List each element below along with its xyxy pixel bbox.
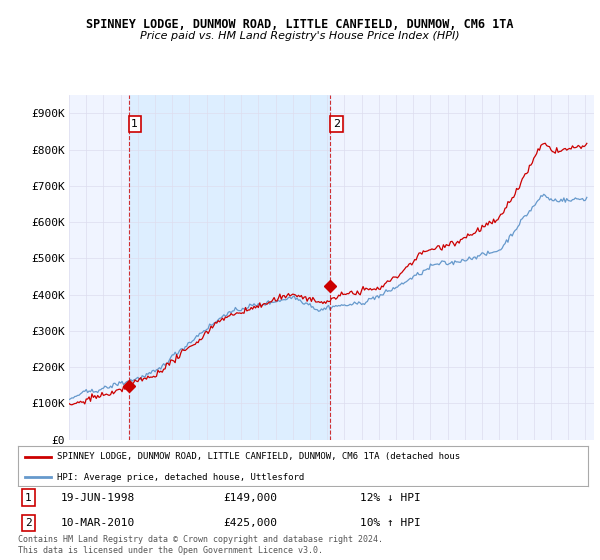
Text: £425,000: £425,000 [223, 518, 277, 528]
Text: SPINNEY LODGE, DUNMOW ROAD, LITTLE CANFIELD, DUNMOW, CM6 1TA (detached hous: SPINNEY LODGE, DUNMOW ROAD, LITTLE CANFI… [57, 452, 460, 461]
Text: SPINNEY LODGE, DUNMOW ROAD, LITTLE CANFIELD, DUNMOW, CM6 1TA: SPINNEY LODGE, DUNMOW ROAD, LITTLE CANFI… [86, 18, 514, 31]
Text: 2: 2 [25, 518, 32, 528]
Text: 1: 1 [131, 119, 139, 129]
Text: Price paid vs. HM Land Registry's House Price Index (HPI): Price paid vs. HM Land Registry's House … [140, 31, 460, 41]
Text: Contains HM Land Registry data © Crown copyright and database right 2024.
This d: Contains HM Land Registry data © Crown c… [18, 535, 383, 555]
Text: HPI: Average price, detached house, Uttlesford: HPI: Average price, detached house, Uttl… [57, 473, 304, 482]
Text: 12% ↓ HPI: 12% ↓ HPI [360, 493, 421, 503]
Text: £149,000: £149,000 [223, 493, 277, 503]
Text: 2: 2 [333, 119, 340, 129]
Text: 1: 1 [25, 493, 32, 503]
Text: 19-JUN-1998: 19-JUN-1998 [61, 493, 135, 503]
Text: 10-MAR-2010: 10-MAR-2010 [61, 518, 135, 528]
Bar [129, 95, 331, 440]
Text: 10% ↑ HPI: 10% ↑ HPI [360, 518, 421, 528]
